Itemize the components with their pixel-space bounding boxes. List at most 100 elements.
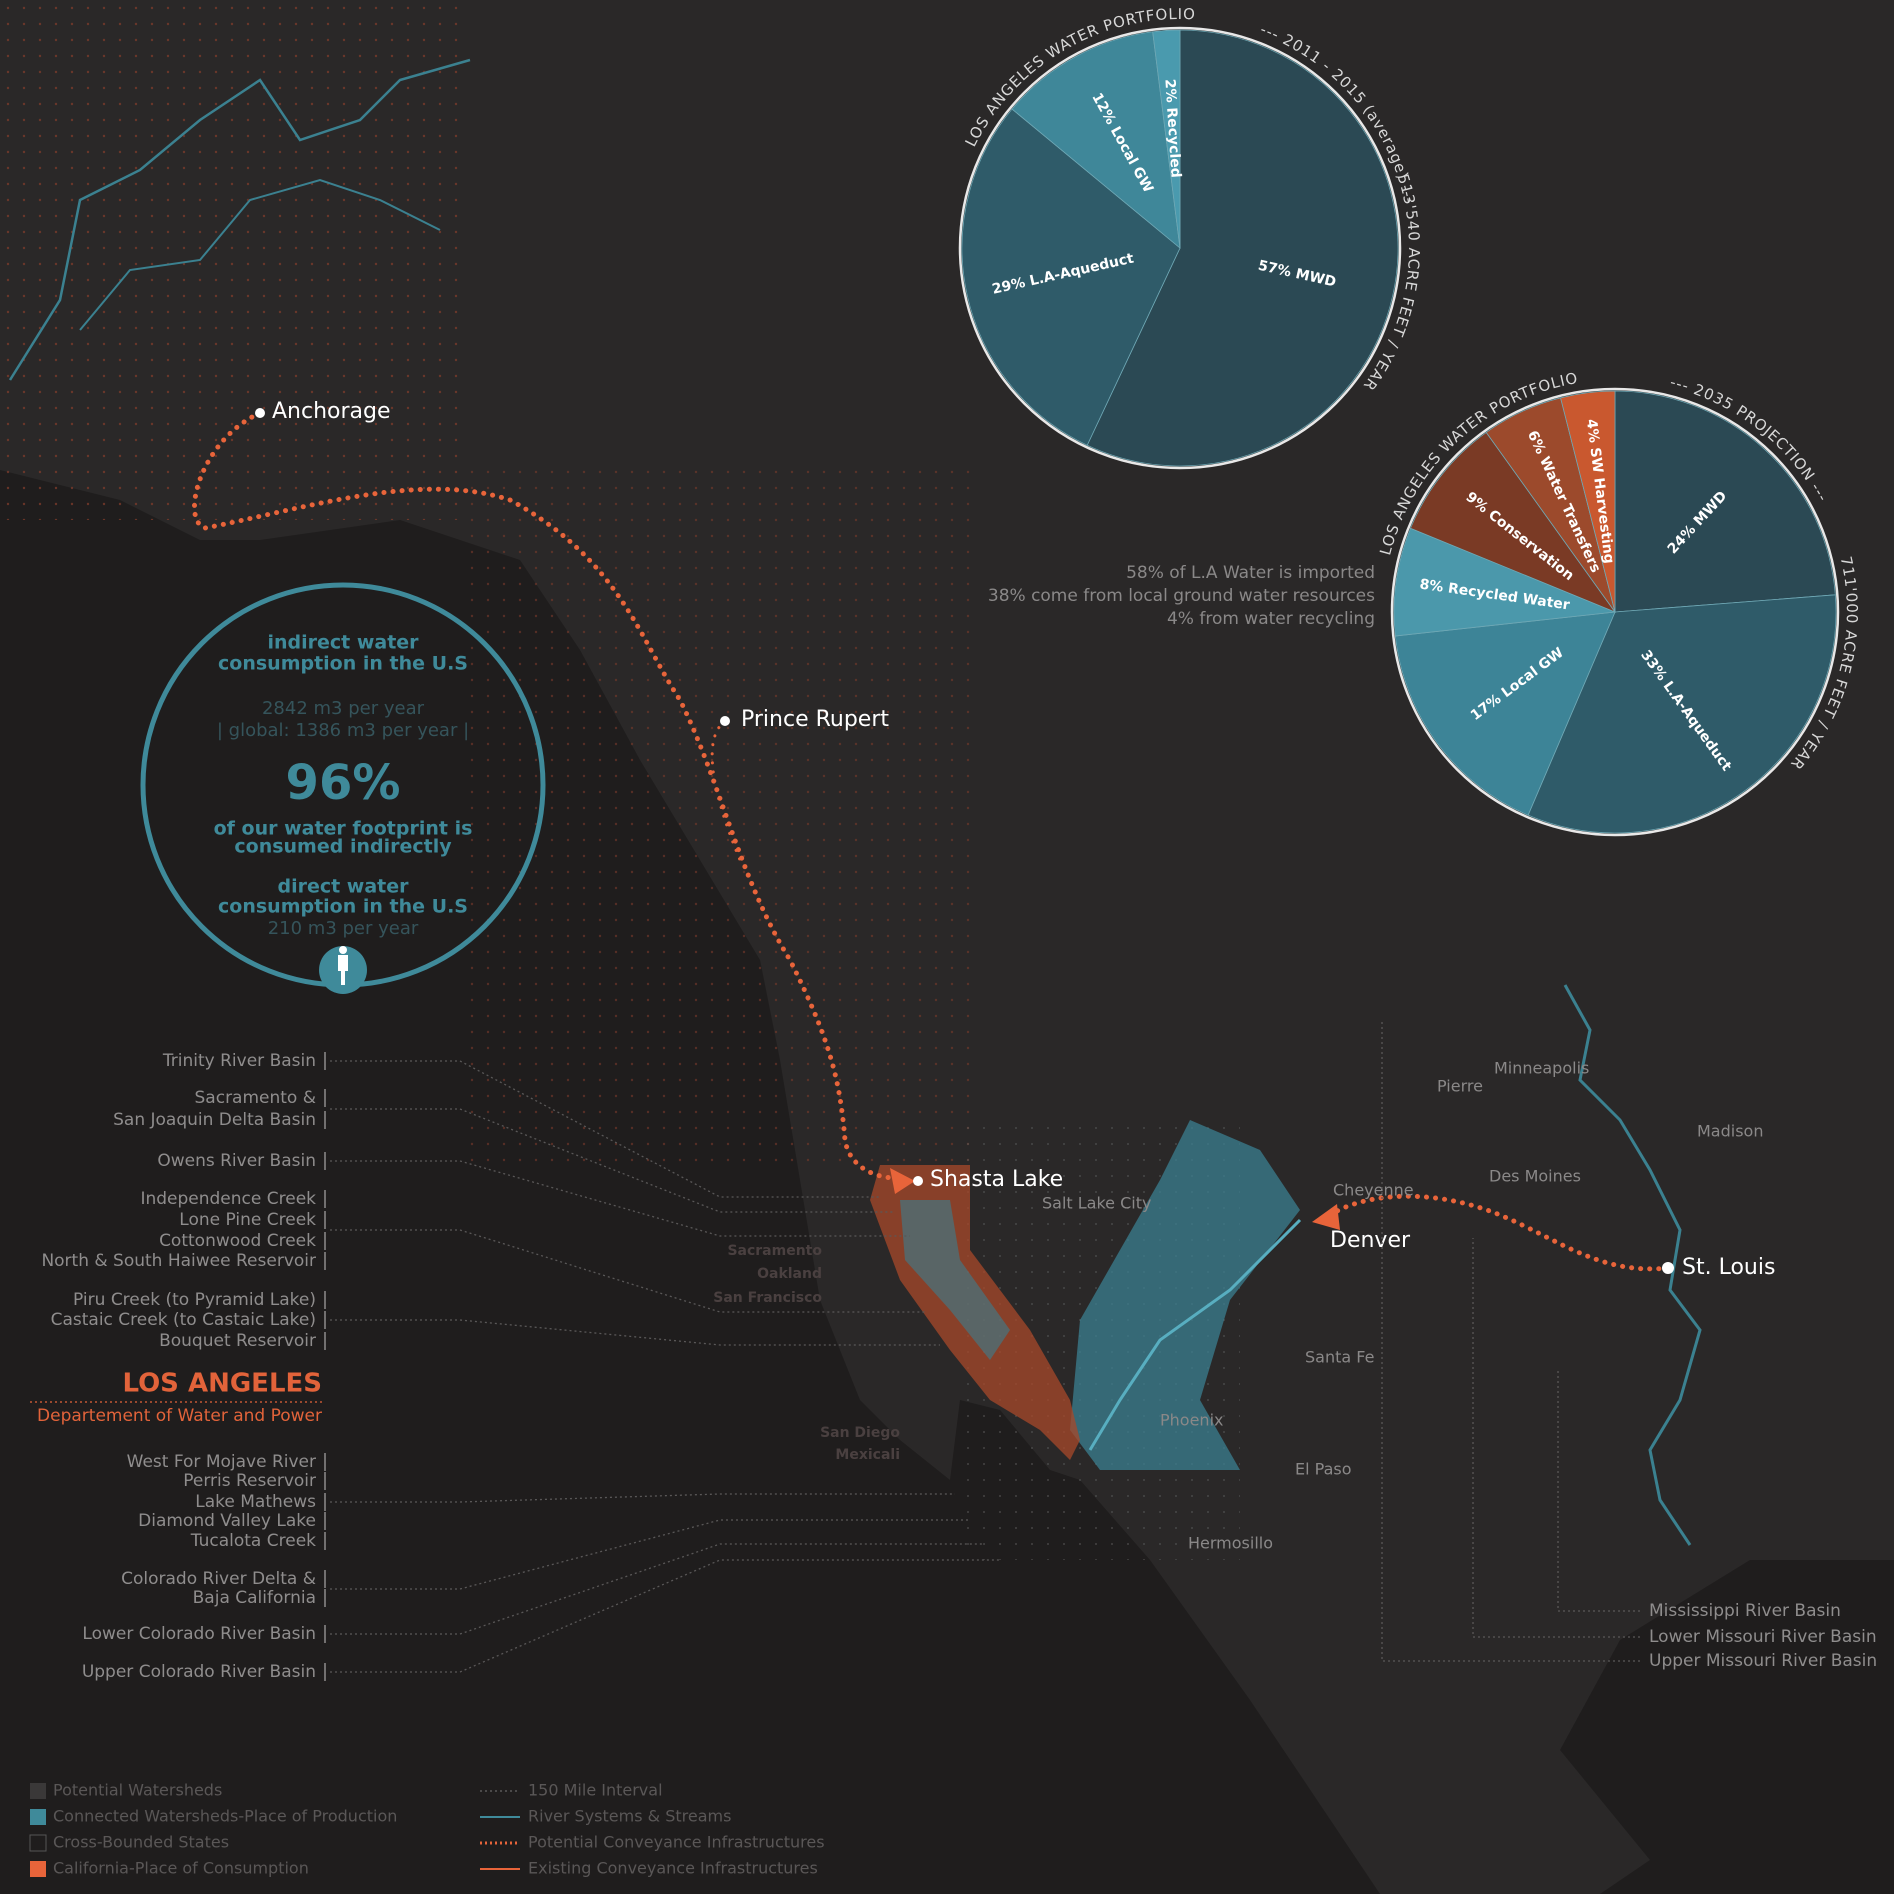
dotted-region — [470, 470, 970, 1170]
pie-slice — [1614, 390, 1836, 613]
info-text: 210 m3 per year — [268, 918, 419, 939]
person-icon — [339, 946, 347, 954]
river — [1563, 984, 1702, 1546]
basin-label: Colorado River Delta & — [121, 1569, 316, 1589]
city-label: Prince Rupert — [741, 707, 889, 732]
info-share: 96% — [286, 755, 401, 811]
legend-swatch — [30, 1861, 46, 1877]
basin-label: Owens River Basin — [157, 1151, 316, 1171]
basin-label: North & South Haiwee Reservoir — [41, 1251, 316, 1271]
info-text: consumption in the U.S — [218, 896, 468, 918]
basin-label: Lone Pine Creek — [179, 1210, 316, 1230]
route — [191, 410, 908, 1181]
pie-slice — [961, 108, 1181, 446]
info-text: of our water footprint is — [214, 818, 473, 840]
place-label: San Francisco — [713, 1290, 822, 1306]
agency-department: Departement of Water and Power — [37, 1406, 322, 1426]
connector — [1381, 1022, 1640, 1662]
basin-label: Cottonwood Creek — [159, 1231, 316, 1251]
pie-slice — [1409, 431, 1617, 613]
basin-label: Diamond Valley Lake — [138, 1511, 316, 1531]
pie-slice — [1011, 31, 1181, 249]
pie-ring — [1390, 387, 1840, 837]
place-label: Des Moines — [1489, 1167, 1581, 1186]
pie-slice — [1394, 611, 1616, 816]
place-label: Cheyenne — [1333, 1181, 1414, 1200]
basin-label: Baja California — [193, 1588, 316, 1608]
circle — [1662, 1262, 1674, 1274]
connector — [330, 1519, 970, 1590]
arrow — [890, 1168, 915, 1194]
connector — [330, 1559, 1000, 1673]
agency-name: LOS ANGELES — [122, 1369, 322, 1399]
basin-label: Lower Colorado River Basin — [82, 1624, 316, 1644]
connector — [330, 1060, 880, 1198]
place-label: San Diego — [820, 1425, 900, 1441]
river — [79, 178, 441, 331]
basin-label: Lake Mathews — [195, 1492, 316, 1512]
place-label: Pierre — [1437, 1077, 1483, 1096]
summary-line: 4% from water recycling — [1167, 609, 1375, 629]
place-label: Sacramento — [727, 1243, 822, 1259]
info-text: 2842 m3 per year — [262, 698, 425, 719]
place-label: El Paso — [1295, 1460, 1352, 1479]
basin-label: Upper Colorado River Basin — [82, 1662, 316, 1682]
legend-swatch — [29, 1834, 47, 1852]
connector — [330, 1319, 940, 1346]
city-label: St. Louis — [1682, 1255, 1775, 1280]
info-text: consumed indirectly — [234, 836, 452, 858]
basins-right: Mississippi River Basin Lower Missouri R… — [1381, 1022, 1877, 1671]
pie-slice — [1527, 594, 1837, 834]
info-text: | global: 1386 m3 per year | — [217, 720, 469, 741]
pie-slice — [1393, 527, 1616, 637]
basin-label: Tucalota Creek — [190, 1531, 316, 1551]
basin-label: Perris Reservoir — [183, 1471, 316, 1491]
pie-slice — [1152, 29, 1181, 249]
basin-label: Lower Missouri River Basin — [1649, 1627, 1877, 1647]
summary-line: 38% come from local ground water resourc… — [988, 586, 1375, 606]
city-label: Shasta Lake — [930, 1167, 1063, 1192]
place-label: Minneapolis — [1494, 1059, 1589, 1078]
basin-label: Piru Creek (to Pyramid Lake) — [73, 1290, 316, 1310]
person-icon — [338, 955, 348, 985]
connector — [330, 1108, 895, 1213]
basin-label: Mississippi River Basin — [1649, 1601, 1841, 1621]
info-text: direct water — [277, 876, 409, 898]
legend-label: Potential Watersheds — [53, 1781, 222, 1800]
basin-label: West For Mojave River — [127, 1452, 316, 1472]
connector — [330, 1493, 955, 1503]
place-label: Salt Lake City — [1042, 1194, 1151, 1213]
info-text: consumption in the U.S — [218, 653, 468, 675]
info-text: indirect water — [267, 632, 419, 654]
place-label: Mexicali — [835, 1447, 900, 1463]
pie-ring — [958, 26, 1402, 470]
legend-label: Connected Watersheds-Place of Production — [53, 1807, 397, 1826]
legend-label: Cross-Bounded States — [53, 1833, 229, 1852]
place-label: Hermosillo — [1188, 1534, 1273, 1553]
connector — [330, 1160, 910, 1237]
basin-label: Sacramento & — [195, 1088, 316, 1108]
slice-label: 2% Recycled — [1161, 78, 1183, 178]
legend-label: California-Place of Consumption — [53, 1859, 309, 1878]
circle — [913, 1176, 923, 1186]
basin-label: Independence Creek — [140, 1189, 316, 1209]
watershed — [900, 1200, 1010, 1360]
basin-label: Trinity River Basin — [162, 1051, 316, 1071]
legend-swatch — [30, 1809, 46, 1825]
legend-label: Potential Conveyance Infrastructures — [528, 1833, 825, 1852]
route — [1327, 1193, 1671, 1272]
city-label: Denver — [1330, 1228, 1411, 1253]
summary: 58% of L.A Water is imported 38% come fr… — [988, 563, 1375, 629]
legend-label: 150 Mile Interval — [528, 1781, 663, 1800]
basin-label: San Joaquin Delta Basin — [113, 1110, 316, 1130]
place-label: Madison — [1697, 1122, 1763, 1141]
basins-left: Trinity River Basin Sacramento &San Joaqu… — [41, 1051, 1000, 1682]
river — [1088, 1218, 1302, 1451]
pie-slice — [1086, 29, 1399, 467]
circle — [720, 716, 730, 726]
connector — [330, 1229, 925, 1313]
connector — [330, 1543, 985, 1635]
summary-line: 58% of L.A Water is imported — [1126, 563, 1375, 583]
